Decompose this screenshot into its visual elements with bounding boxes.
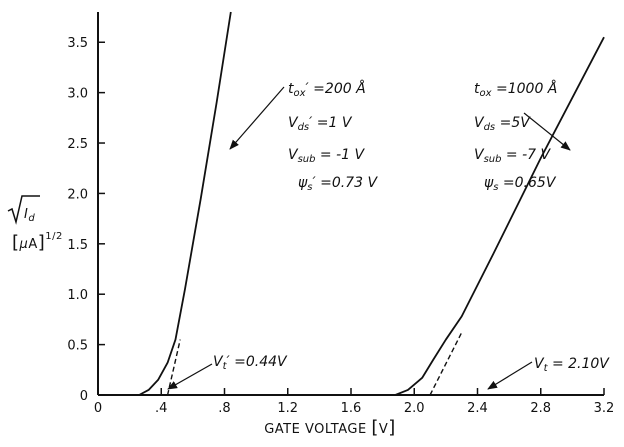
svg-text:Vds =5V: Vds =5V: [474, 115, 531, 133]
y-tick-label: 2.0: [67, 187, 88, 202]
y-axis-label: Id [μA]1/2: [7, 195, 63, 253]
x-tick-label: 3.2: [594, 401, 615, 416]
svg-text:tox′ =200 Å: tox′ =200 Å: [288, 80, 366, 99]
x-tick-label: 0: [94, 401, 102, 416]
x-tick-label: 2.0: [404, 401, 425, 416]
svg-text:tox =1000 Å: tox =1000 Å: [474, 80, 557, 99]
x-tick-label: 2.8: [530, 401, 551, 416]
y-tick-label: 3.0: [67, 87, 88, 102]
y-tick-label: 1.0: [67, 288, 88, 303]
svg-text:ψs =0.65V: ψs =0.65V: [484, 175, 557, 193]
x-tick-label: .4: [155, 401, 167, 416]
vt-left-label: Vt′ =0.44V: [213, 354, 288, 372]
y-tick-label: 3.5: [67, 36, 88, 51]
annotation-right-arrow: [523, 112, 571, 151]
x-tick-label: 1.6: [341, 401, 362, 416]
y-tick-label: 2.5: [67, 137, 88, 152]
svg-text:Vds′ =1 V: Vds′ =1 V: [288, 115, 353, 133]
annotation-right: tox =1000 Å Vds =5V Vsub = -7 V ψs =0.65…: [474, 80, 557, 193]
vt-right-label: Vt = 2.10V: [534, 356, 610, 374]
svg-text:Vsub = -1 V: Vsub = -1 V: [288, 147, 366, 165]
extrapolation-right: [429, 332, 463, 396]
svg-text:[μA]1/2: [μA]1/2: [12, 231, 63, 253]
annotation-left-arrow: [229, 86, 285, 150]
y-tick-label: 0.5: [67, 339, 88, 354]
x-tick-label: 1.2: [277, 401, 298, 416]
svg-text:ψs′ =0.73 V: ψs′ =0.73 V: [298, 175, 378, 193]
vt-right-arrow: [487, 361, 533, 390]
x-tick-label: .8: [218, 401, 230, 416]
sqrt-symbol: [7, 195, 40, 225]
x-tick-label: 2.4: [467, 401, 488, 416]
annotation-left: tox′ =200 Å Vds′ =1 V Vsub = -1 V ψs′ =0…: [288, 80, 378, 193]
y-tick-label: 1.5: [67, 238, 88, 253]
svg-text:Vsub = -7 V: Vsub = -7 V: [474, 147, 552, 165]
extrapolation-left: [166, 339, 181, 396]
curve-tox-200: [138, 11, 232, 396]
x-axis-label: GATE VOLTAGE [V]: [264, 417, 396, 438]
svg-text:Id: Id: [24, 207, 35, 224]
curve-tox-1000: [394, 36, 605, 396]
vt-left-arrow: [167, 363, 213, 390]
y-tick-label: 0: [80, 389, 88, 404]
